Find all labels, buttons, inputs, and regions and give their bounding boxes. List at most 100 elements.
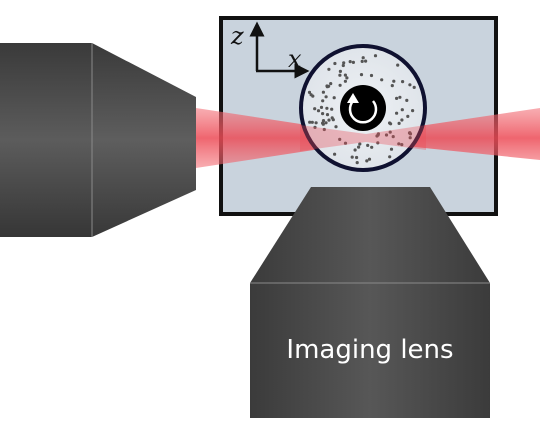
- particle: [366, 143, 370, 147]
- particle: [390, 84, 394, 88]
- particle: [338, 73, 342, 77]
- particle: [322, 127, 326, 132]
- particle-cloud: [307, 54, 416, 165]
- particle: [334, 125, 338, 129]
- particle: [343, 79, 347, 83]
- particle: [350, 155, 354, 159]
- particle: [338, 69, 342, 73]
- particle: [355, 155, 359, 160]
- particle: [397, 121, 401, 125]
- rotating-sample: [299, 44, 427, 172]
- particle: [309, 93, 313, 97]
- particle: [343, 141, 348, 145]
- particle: [396, 63, 400, 67]
- particle: [325, 113, 330, 117]
- particle: [408, 131, 412, 135]
- particle: [321, 99, 325, 103]
- particle: [321, 90, 325, 94]
- particle: [313, 125, 317, 129]
- particle: [351, 60, 355, 64]
- particle: [412, 85, 416, 89]
- particle: [405, 98, 409, 102]
- particle: [355, 161, 359, 165]
- particle: [411, 109, 415, 113]
- particle: [324, 95, 328, 99]
- particle: [314, 121, 318, 125]
- particle: [361, 56, 365, 60]
- imaging-lens-body: [250, 283, 490, 418]
- particle: [376, 141, 380, 145]
- particle: [400, 143, 404, 147]
- particle: [332, 96, 336, 100]
- sample-core: [340, 85, 386, 131]
- particle: [342, 61, 346, 65]
- rotation-arrow-icon: [348, 100, 378, 124]
- imaging-lens-cone: [250, 187, 490, 283]
- particle: [310, 120, 314, 124]
- particle: [357, 145, 361, 149]
- particle: [319, 105, 324, 109]
- particle: [395, 111, 399, 115]
- particle: [360, 59, 364, 64]
- particle: [327, 118, 331, 122]
- particle: [388, 130, 392, 134]
- imaging-lens-label: Imaging lens: [286, 335, 453, 365]
- particle: [307, 90, 312, 94]
- particle: [316, 109, 321, 113]
- illumination-lens-cone: [92, 43, 196, 237]
- particle: [333, 152, 337, 156]
- particle: [341, 63, 345, 68]
- particle: [392, 79, 396, 83]
- particle: [408, 83, 412, 87]
- particle: [367, 157, 372, 161]
- particle: [364, 59, 368, 63]
- particle: [401, 80, 405, 84]
- particle: [325, 106, 329, 110]
- illumination-lens-body: [0, 43, 92, 237]
- particle: [324, 121, 328, 125]
- particle: [395, 96, 399, 100]
- z-axis-label: z: [230, 22, 244, 50]
- particle: [398, 95, 402, 99]
- particle: [397, 142, 401, 146]
- particle: [333, 61, 337, 66]
- particle: [391, 135, 395, 139]
- imaging-lens: Imaging lens: [250, 187, 490, 418]
- particle: [400, 108, 404, 112]
- particle: [348, 60, 352, 64]
- particle: [321, 119, 326, 123]
- particle: [359, 73, 364, 77]
- particle: [384, 133, 389, 137]
- particle: [380, 78, 384, 82]
- particle: [388, 155, 392, 159]
- particle: [389, 122, 393, 126]
- particle: [321, 122, 325, 126]
- particle: [373, 54, 378, 58]
- particle: [369, 73, 374, 78]
- particle: [308, 120, 312, 124]
- particle: [370, 145, 374, 149]
- particle: [376, 132, 380, 136]
- particle: [330, 107, 334, 111]
- particle: [406, 114, 410, 118]
- particle: [338, 137, 342, 141]
- particle: [365, 159, 369, 163]
- particle: [327, 67, 331, 71]
- coordinate-axes: z x: [230, 21, 310, 79]
- laser-beam-overlay: [300, 125, 426, 151]
- particle: [389, 147, 394, 151]
- particle: [338, 83, 342, 87]
- particle: [408, 136, 412, 140]
- particle: [343, 73, 347, 77]
- particle: [400, 118, 404, 122]
- illumination-objective-lens: [0, 43, 196, 237]
- particle: [325, 84, 329, 88]
- x-axis-label: x: [288, 45, 302, 73]
- particle: [353, 148, 357, 152]
- particle: [358, 142, 362, 146]
- particle: [313, 107, 317, 111]
- rotation-arrow-head: [347, 93, 359, 103]
- particle: [329, 82, 333, 86]
